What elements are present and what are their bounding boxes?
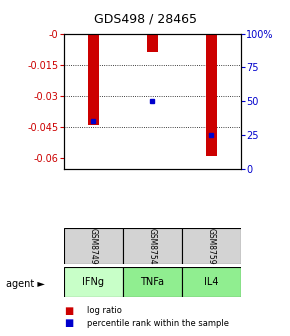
Text: IFNg: IFNg xyxy=(82,277,104,287)
Bar xyxy=(64,228,123,264)
Bar xyxy=(123,267,182,297)
Text: ■: ■ xyxy=(64,306,73,316)
Bar xyxy=(182,267,241,297)
Text: GSM8759: GSM8759 xyxy=(207,228,216,264)
Text: ■: ■ xyxy=(64,318,73,328)
Bar xyxy=(182,228,241,264)
Text: GSM8749: GSM8749 xyxy=(89,228,98,264)
Bar xyxy=(123,228,182,264)
Bar xyxy=(206,34,217,156)
Bar xyxy=(88,34,99,125)
Bar xyxy=(147,34,157,52)
Text: GDS498 / 28465: GDS498 / 28465 xyxy=(93,12,197,25)
Text: GSM8754: GSM8754 xyxy=(148,228,157,264)
Text: TNFa: TNFa xyxy=(140,277,164,287)
Text: agent ►: agent ► xyxy=(6,279,45,289)
Text: log ratio: log ratio xyxy=(87,306,122,315)
Text: IL4: IL4 xyxy=(204,277,218,287)
Text: percentile rank within the sample: percentile rank within the sample xyxy=(87,319,229,328)
Bar xyxy=(64,267,123,297)
